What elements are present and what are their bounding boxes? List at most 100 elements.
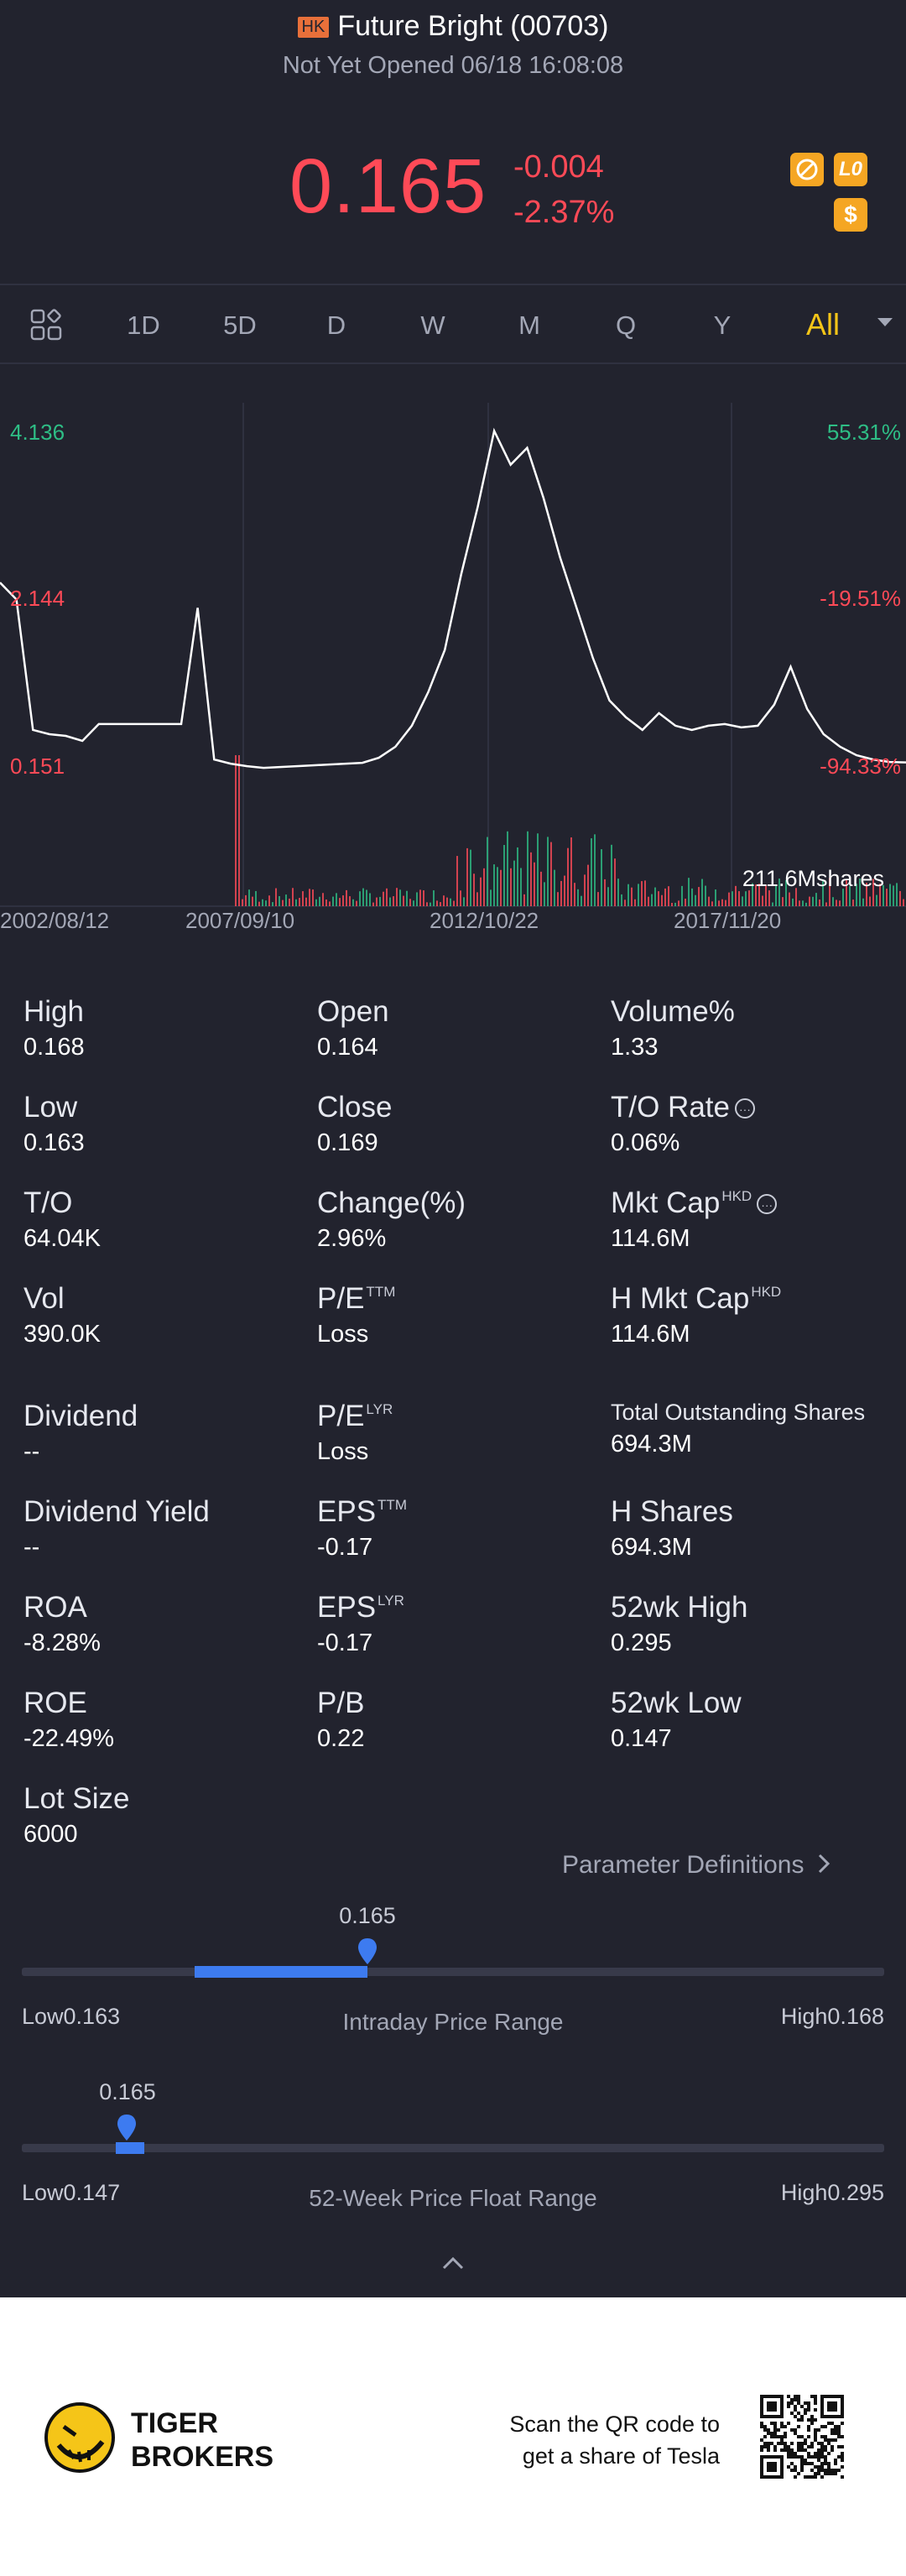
stat-item: Change(%) 2.96%	[317, 1186, 466, 1253]
volume-bar	[419, 889, 421, 906]
volume-bar	[416, 892, 418, 906]
volume-bar	[349, 896, 351, 906]
volume-bar	[815, 893, 817, 906]
qr-code[interactable]	[760, 2395, 844, 2479]
info-icon[interactable]: ···	[734, 1098, 755, 1119]
stat-superscript: TTM	[378, 1497, 407, 1513]
level0-badge[interactable]: L0	[834, 153, 867, 186]
volume-bar	[393, 896, 394, 906]
no-short-icon[interactable]	[790, 153, 824, 186]
chevron-down-icon[interactable]	[877, 317, 893, 332]
volume-bar	[399, 889, 401, 906]
volume-bar	[883, 884, 884, 906]
intraday-current-value: 0.165	[339, 1903, 396, 1928]
tab-d[interactable]: D	[326, 310, 346, 340]
volume-bar	[403, 895, 404, 906]
volume-bar	[604, 879, 606, 906]
stat-value: -0.17	[317, 1534, 373, 1561]
volume-bar	[285, 894, 287, 906]
stat-label: Dividend	[23, 1400, 138, 1432]
volume-bar	[423, 890, 424, 906]
stat-item: Close 0.169	[317, 1091, 392, 1157]
volume-bar	[812, 896, 814, 906]
volume-bar	[503, 845, 505, 906]
price-chart[interactable]: 4.136 2.144 0.151 55.31% -19.51% -94.33%…	[0, 403, 906, 940]
week52-high: High0.295	[780, 2180, 884, 2205]
stat-label: 52wk High	[611, 1591, 748, 1624]
volume-bar	[745, 891, 747, 906]
stat-label: Open	[317, 995, 389, 1028]
volume-bar	[661, 894, 663, 906]
stat-label: Change(%)	[317, 1186, 466, 1219]
volume-bar	[258, 901, 260, 906]
divider	[0, 362, 906, 364]
volume-bar	[674, 902, 676, 906]
week52-range-track	[22, 2144, 884, 2152]
x-tick-label: 2002/08/12	[0, 908, 109, 933]
volume-bar	[819, 899, 820, 906]
volume-bar	[805, 902, 807, 906]
dollar-badge[interactable]: $	[834, 198, 867, 232]
volume-bar	[654, 887, 656, 906]
volume-bar	[446, 897, 448, 906]
volume-bar	[470, 849, 471, 906]
stat-value: -8.28%	[23, 1630, 101, 1656]
tab-5d[interactable]: 5D	[223, 310, 257, 340]
volume-bar	[594, 834, 596, 906]
intraday-range-title: Intraday Price Range	[342, 2009, 564, 2035]
stat-value: -0.17	[317, 1630, 373, 1656]
volume-bar	[846, 879, 847, 906]
volume-bar	[869, 896, 871, 906]
tab-1d[interactable]: 1D	[127, 310, 160, 340]
volume-bar	[426, 902, 428, 906]
stat-value: 0.169	[317, 1129, 378, 1156]
tab-y[interactable]: Y	[713, 310, 732, 340]
volume-bar	[383, 891, 384, 906]
stat-label: Total Outstanding Shares	[611, 1400, 866, 1425]
tab-m[interactable]: M	[518, 310, 540, 340]
volume-bar	[678, 900, 680, 906]
volume-bar	[775, 884, 777, 906]
volume-bar	[507, 831, 508, 906]
brand-name: TIGER BROKERS	[131, 2407, 274, 2473]
volume-bar	[876, 894, 877, 906]
tab-q[interactable]: Q	[615, 310, 637, 340]
layout-icon[interactable]	[30, 309, 64, 345]
stat-value: 0.164	[317, 1034, 378, 1061]
tab-w[interactable]: W	[420, 310, 445, 340]
tiger-logo-icon	[44, 2402, 115, 2473]
volume-bar	[762, 895, 763, 906]
stat-label: Lot Size	[23, 1782, 130, 1815]
volume-bar	[896, 883, 898, 906]
volume-bar	[658, 891, 659, 906]
volume-bar	[544, 882, 545, 906]
volume-bar	[295, 899, 297, 906]
volume-bar	[792, 898, 794, 906]
market-badge: HK	[297, 17, 330, 38]
volume-bar	[685, 898, 686, 906]
volume-bar	[638, 884, 639, 906]
volume-bar	[886, 889, 888, 906]
volume-bar	[292, 888, 294, 906]
volume-bar	[752, 883, 753, 906]
stat-value: --	[23, 1534, 40, 1561]
volume-bar	[517, 847, 518, 906]
volume-bar	[611, 844, 612, 906]
stat-label: ROE	[23, 1687, 87, 1719]
volume-bar	[601, 849, 602, 906]
volume-bar	[466, 847, 468, 906]
stat-value: 0.168	[23, 1034, 85, 1061]
volume-bar	[369, 893, 371, 906]
chevron-up-icon[interactable]	[441, 2255, 465, 2271]
volume-bar	[322, 893, 324, 906]
x-tick-label: 2017/11/20	[674, 908, 781, 933]
week52-range-fill	[116, 2142, 144, 2154]
stat-superscript: TTM	[366, 1284, 396, 1300]
parameter-definitions-link[interactable]: Parameter Definitions	[562, 1851, 830, 1880]
tab-all[interactable]: All	[805, 307, 841, 342]
info-icon[interactable]: ···	[757, 1194, 778, 1214]
volume-bar	[822, 880, 824, 906]
volume-bar	[406, 890, 408, 906]
intraday-high: High0.168	[780, 2004, 884, 2029]
stat-value: 694.3M	[611, 1431, 692, 1457]
